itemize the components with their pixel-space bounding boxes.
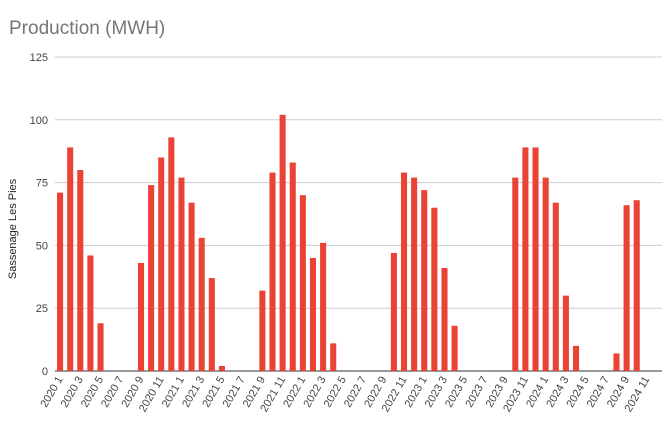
bar [199, 238, 205, 371]
y-tick-label: 75 [36, 178, 48, 190]
bars [57, 115, 640, 371]
bar [563, 296, 569, 371]
bar [431, 208, 437, 371]
bar [300, 195, 306, 371]
bar [634, 200, 640, 371]
gridlines [55, 57, 662, 371]
bar [67, 147, 73, 371]
bar [57, 193, 63, 371]
bar [320, 243, 326, 371]
y-tick-label: 100 [30, 115, 48, 127]
bar [158, 157, 164, 371]
bar [189, 203, 195, 371]
bar [290, 163, 296, 371]
bar [178, 178, 184, 371]
bar [573, 346, 579, 371]
bar [259, 291, 265, 371]
bar [209, 278, 215, 371]
bar [533, 147, 539, 371]
bar [522, 147, 528, 371]
bar [87, 255, 93, 371]
bar [138, 263, 144, 371]
bar [219, 366, 225, 371]
bar [310, 258, 316, 371]
bar [624, 205, 630, 371]
bar [543, 178, 549, 371]
bar [148, 185, 154, 371]
y-axis-ticks: 0 25 50 75 100 125 [30, 52, 48, 378]
bar [97, 323, 103, 371]
bar [280, 115, 286, 371]
y-axis-label: Sassenage Les Pies [7, 178, 19, 279]
bar [77, 170, 83, 371]
y-tick-label: 25 [36, 303, 48, 315]
bar [613, 353, 619, 371]
bar [401, 173, 407, 371]
bar [168, 137, 174, 371]
bar [553, 203, 559, 371]
bar [269, 173, 275, 371]
bar [512, 178, 518, 371]
y-tick-label: 125 [30, 52, 48, 64]
bar [421, 190, 427, 371]
bar [330, 343, 336, 371]
y-tick-label: 0 [42, 366, 48, 378]
bar [411, 178, 417, 371]
bar [441, 268, 447, 371]
bar [452, 326, 458, 371]
bar [391, 253, 397, 371]
y-tick-label: 50 [36, 240, 48, 252]
